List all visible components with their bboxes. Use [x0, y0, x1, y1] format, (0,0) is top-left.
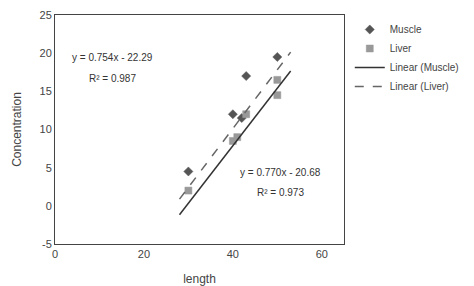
svg-text:20: 20 — [40, 47, 52, 59]
svg-text:R² = 0.987: R² = 0.987 — [89, 73, 136, 84]
svg-text:-5: -5 — [42, 238, 52, 250]
svg-text:20: 20 — [138, 248, 150, 260]
svg-text:5: 5 — [46, 162, 52, 174]
svg-text:15: 15 — [40, 85, 52, 97]
svg-text:R² = 0.973: R² = 0.973 — [257, 187, 304, 198]
svg-text:60: 60 — [316, 248, 328, 260]
svg-text:Linear (Muscle): Linear (Muscle) — [390, 62, 459, 73]
svg-text:0: 0 — [46, 200, 52, 212]
svg-text:0: 0 — [52, 248, 58, 260]
svg-text:10: 10 — [40, 123, 52, 135]
svg-text:Linear (Liver): Linear (Liver) — [390, 81, 449, 92]
svg-text:y = 0.754x - 22.29: y = 0.754x - 22.29 — [72, 52, 153, 63]
svg-text:Muscle: Muscle — [390, 24, 422, 35]
svg-text:length: length — [183, 272, 216, 286]
svg-text:y = 0.770x - 20.68: y = 0.770x - 20.68 — [240, 167, 321, 178]
svg-text:Liver: Liver — [390, 43, 412, 54]
svg-text:40: 40 — [227, 248, 239, 260]
svg-text:25: 25 — [40, 9, 52, 21]
svg-text:Concentration: Concentration — [10, 92, 24, 167]
